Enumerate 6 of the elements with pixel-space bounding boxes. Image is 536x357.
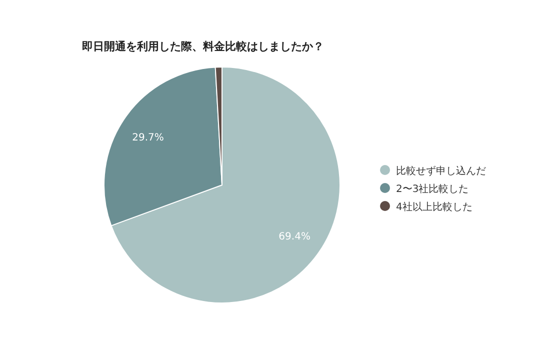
- chart-title: 即日開通を利用した際、料金比較はしましたか？: [82, 40, 324, 53]
- legend-label: 比較せず申し込んだ: [396, 165, 486, 177]
- data-label: 29.7%: [132, 132, 164, 144]
- legend-label: 4社以上比較した: [396, 201, 472, 213]
- data-label: 69.4%: [278, 232, 310, 243]
- legend-label: 2〜3社比較した: [396, 183, 469, 195]
